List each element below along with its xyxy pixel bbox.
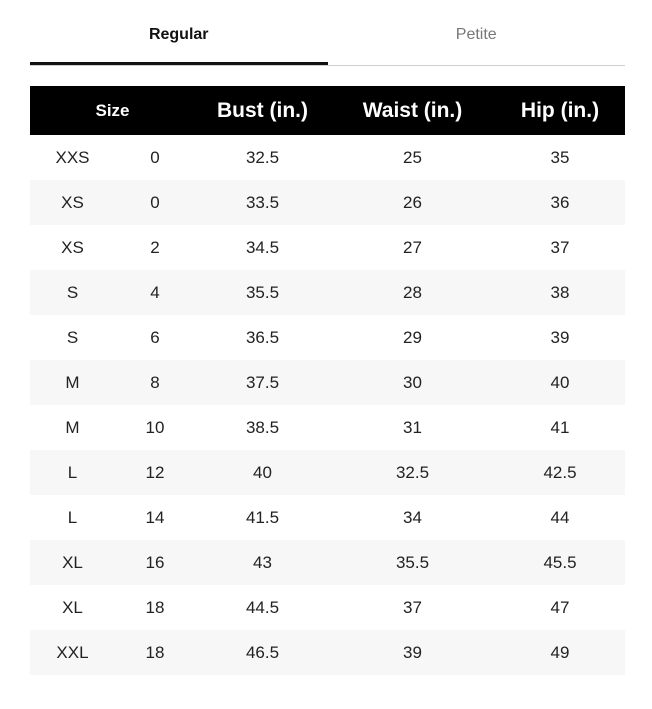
cell-waist: 30 (330, 360, 495, 405)
cell-hip: 47 (550, 597, 570, 617)
cell-size-letter: L (67, 507, 78, 527)
cell-size-number: 4 (115, 270, 195, 315)
cell-size-number: 18 (115, 630, 195, 675)
cell-size-number: 12 (115, 450, 195, 495)
cell-hip: 38 (495, 270, 625, 315)
tab-regular[interactable]: Regular (30, 0, 328, 65)
cell-bust: 46.5 (195, 630, 330, 675)
cell-size-number: 6 (150, 327, 160, 347)
cell-hip: 37 (550, 237, 570, 257)
cell-size-number: 18 (145, 597, 165, 617)
size-chart-table: Size Bust (in.) Waist (in.) Hip (in.) XX… (30, 86, 625, 675)
cell-bust: 32.5 (245, 147, 280, 167)
cell-size-letter: M (30, 360, 115, 405)
cell-hip: 45.5 (495, 540, 625, 585)
cell-waist: 35.5 (330, 540, 495, 585)
cell-size-letter: XS (61, 237, 84, 257)
cell-hip: 36 (495, 180, 625, 225)
table-row: L 14 41.5 34 44 (30, 495, 625, 540)
cell-hip: 39 (550, 327, 570, 347)
table-row: XXS 0 32.5 25 35 (30, 135, 625, 180)
cell-waist: 26 (330, 180, 495, 225)
cell-size-number: 2 (150, 237, 160, 257)
cell-bust: 41.5 (245, 507, 280, 527)
cell-hip: 40 (495, 360, 625, 405)
table-row: M 8 37.5 30 40 (30, 360, 625, 405)
cell-waist: 39 (330, 630, 495, 675)
cell-bust: 36.5 (245, 327, 280, 347)
cell-size-letter: XS (30, 180, 115, 225)
cell-bust: 37.5 (195, 360, 330, 405)
cell-size-number: 8 (115, 360, 195, 405)
cell-bust: 34.5 (245, 237, 280, 257)
cell-waist: 28 (330, 270, 495, 315)
table-row: XXL 18 46.5 39 49 (30, 630, 625, 675)
table-row: XS 0 33.5 26 36 (30, 180, 625, 225)
cell-size-letter: XXL (30, 630, 115, 675)
cell-size-letter: XL (62, 597, 83, 617)
cell-hip: 44 (550, 507, 570, 527)
cell-hip: 42.5 (495, 450, 625, 495)
cell-bust: 43 (195, 540, 330, 585)
tab-petite[interactable]: Petite (455, 26, 497, 43)
cell-bust: 33.5 (195, 180, 330, 225)
cell-size-letter: S (66, 327, 79, 347)
cell-waist: 31 (403, 417, 422, 437)
table-row: XL 16 43 35.5 45.5 (30, 540, 625, 585)
table-row: S 4 35.5 28 38 (30, 270, 625, 315)
table-row: XS 2 34.5 27 37 (30, 225, 625, 270)
cell-waist: 27 (403, 237, 422, 257)
cell-bust: 40 (195, 450, 330, 495)
header-waist: Waist (in.) (330, 86, 495, 135)
table-row: XL 18 44.5 37 47 (30, 585, 625, 630)
cell-bust: 35.5 (195, 270, 330, 315)
table-row: L 12 40 32.5 42.5 (30, 450, 625, 495)
cell-waist: 29 (403, 327, 422, 347)
size-tabs: Regular Petite (30, 0, 625, 66)
cell-hip: 49 (495, 630, 625, 675)
cell-hip: 35 (550, 147, 570, 167)
cell-size-letter: L (30, 450, 115, 495)
cell-bust: 44.5 (245, 597, 280, 617)
header-hip: Hip (in.) (495, 86, 625, 135)
cell-waist: 32.5 (330, 450, 495, 495)
header-bust: Bust (in.) (195, 86, 330, 135)
cell-hip: 41 (550, 417, 570, 437)
cell-bust: 38.5 (245, 417, 280, 437)
table-header-row: Size Bust (in.) Waist (in.) Hip (in.) (30, 86, 625, 135)
cell-size-number: 0 (115, 180, 195, 225)
cell-size-number: 14 (145, 507, 165, 527)
table-row: S 6 36.5 29 39 (30, 315, 625, 360)
cell-size-letter: XL (30, 540, 115, 585)
header-size: Size (30, 86, 195, 135)
cell-waist: 25 (403, 147, 422, 167)
cell-size-number: 16 (115, 540, 195, 585)
table-row: M 10 38.5 31 41 (30, 405, 625, 450)
cell-size-number: 10 (145, 417, 165, 437)
cell-size-number: 0 (150, 147, 160, 167)
cell-size-letter: S (30, 270, 115, 315)
cell-waist: 34 (403, 507, 422, 527)
cell-waist: 37 (403, 597, 422, 617)
cell-size-letter: M (65, 417, 80, 437)
cell-size-letter: XXS (55, 147, 90, 167)
